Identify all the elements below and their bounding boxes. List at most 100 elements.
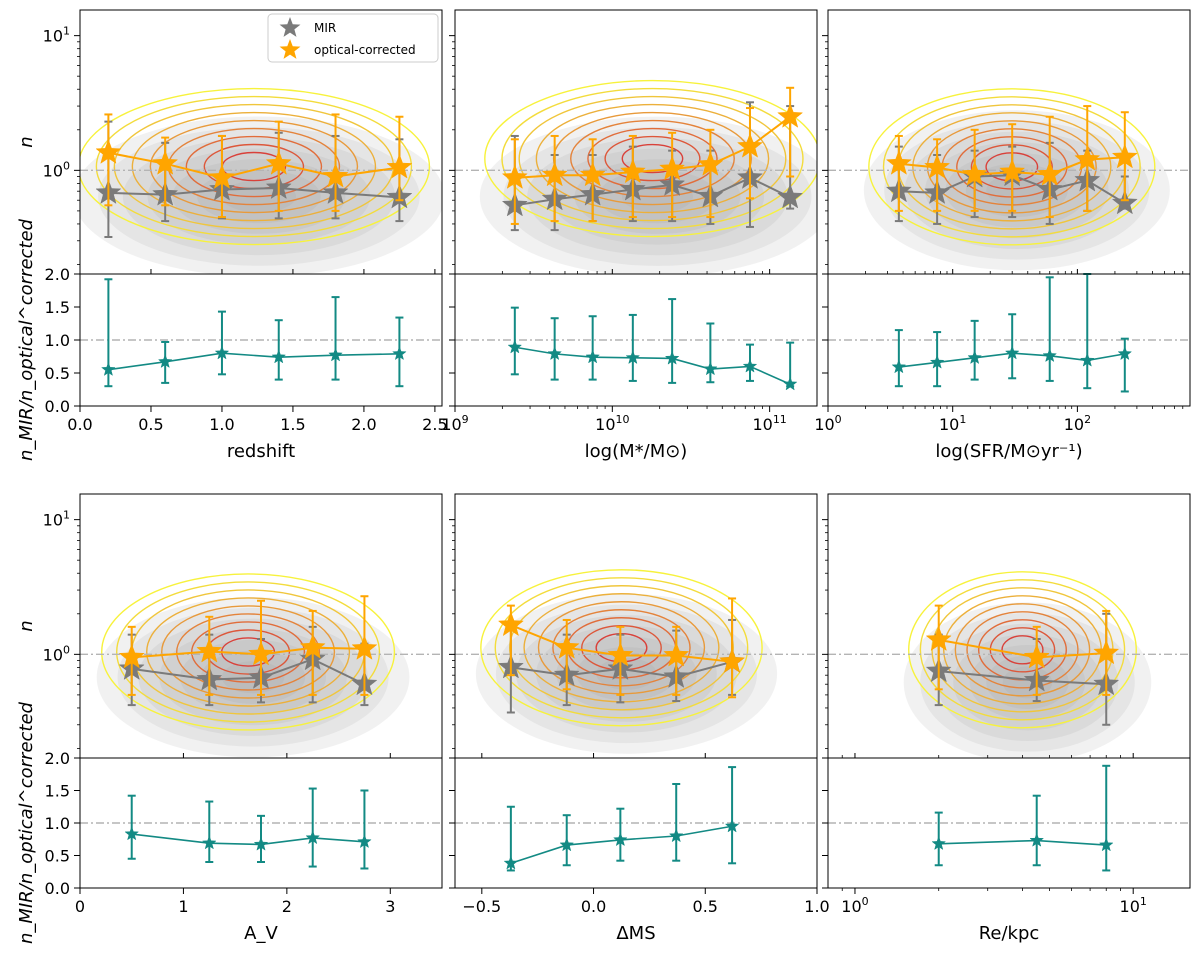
ratio-point	[503, 855, 519, 870]
optical-point	[1023, 643, 1050, 669]
y-tick-label: 100	[43, 159, 70, 180]
optical-point	[663, 641, 690, 667]
contour-level	[101, 573, 396, 731]
x-tick-label: 101	[1120, 895, 1147, 916]
x-axis-label: A_V	[244, 923, 278, 944]
ratio-point	[585, 349, 600, 364]
ratio-point	[101, 361, 116, 376]
x-tick-label: 0.0	[67, 415, 92, 434]
contour-level	[508, 585, 734, 711]
y-tick-label: 101	[43, 25, 70, 46]
ratio-point	[742, 358, 758, 373]
optical-point	[619, 158, 646, 184]
ratio-point	[967, 350, 982, 365]
contour-level	[868, 88, 1156, 246]
x-tick-label: 1.0	[209, 415, 234, 434]
ratio-point	[214, 345, 230, 360]
ratio-y-tick-label: 1.5	[45, 298, 70, 317]
x-tick-label: 1010	[595, 413, 629, 434]
x-tick-label: 1.0	[804, 897, 829, 916]
contour-level	[484, 79, 817, 238]
contour-level	[621, 143, 684, 174]
marks-layer	[80, 86, 1190, 872]
ratio-point	[157, 354, 173, 369]
contour-level	[149, 119, 359, 214]
ratio-y-tick-label: 1.0	[45, 331, 70, 350]
ratio-point	[357, 834, 372, 849]
ratio-point	[929, 354, 945, 369]
contour-level	[116, 581, 381, 723]
axes-layer	[74, 9, 1191, 894]
mir-line	[108, 186, 400, 199]
ratio-point	[124, 826, 140, 841]
x-axis-label: log(M*/M⊙)	[585, 441, 688, 462]
contour-level	[518, 95, 787, 222]
contour-level	[146, 597, 351, 707]
ratio-point	[559, 837, 575, 852]
optical-point	[265, 149, 292, 175]
ratio-point	[1098, 837, 1114, 852]
optical-point	[1093, 639, 1120, 665]
optical-point	[659, 155, 686, 181]
optical-point	[697, 151, 724, 176]
optical-point	[924, 153, 951, 179]
optical-point	[118, 643, 145, 669]
ratio-y-tick-label: 2.0	[45, 265, 70, 284]
density-contours	[903, 571, 1152, 758]
x-axis-label: log(SFR/M⊙yr⁻¹)	[935, 441, 1082, 462]
ratio-y-tick-label: 0.5	[45, 364, 70, 383]
contour-level	[185, 135, 323, 198]
contour-level	[161, 605, 336, 699]
ratio-point	[392, 346, 407, 361]
contour-level	[604, 135, 701, 182]
contour-level	[882, 96, 1141, 238]
optical-point	[719, 648, 746, 673]
contour-level	[912, 112, 1112, 222]
ratio-y-tick-label: 0.0	[45, 397, 70, 416]
contour-level	[176, 613, 321, 691]
contour-level	[80, 87, 431, 246]
ratio-y-tick-label: 0.0	[45, 879, 70, 898]
optical-point	[777, 103, 804, 128]
optical-point	[322, 162, 349, 188]
contour-level	[535, 103, 770, 214]
legend: MIR optical-corrected	[267, 13, 439, 63]
contour-level	[131, 111, 377, 222]
optical-point	[501, 164, 528, 189]
contour-level	[919, 579, 1126, 721]
optical-point	[386, 153, 413, 179]
x-axis-label: Re/kpc	[979, 923, 1040, 944]
ratio-point	[782, 376, 798, 391]
ratio-point	[931, 836, 947, 851]
ratio-point	[1042, 348, 1058, 363]
ratio-point	[625, 350, 641, 365]
legend-optical-label: optical-corrected	[314, 43, 416, 57]
ratio-point	[664, 350, 680, 365]
optical-point	[553, 633, 580, 659]
ratio-point	[668, 828, 684, 843]
ratio-line	[510, 825, 733, 865]
optical-point	[736, 132, 764, 158]
ratio-point	[1079, 352, 1095, 367]
y-tick-label: 101	[43, 509, 70, 530]
ratio-point	[613, 832, 628, 847]
ratio-y-tick-label: 1.0	[45, 814, 70, 833]
optical-point	[541, 161, 568, 187]
ratio-point	[253, 836, 269, 851]
x-tick-label: 109	[441, 413, 468, 434]
ratio-line	[514, 346, 791, 385]
optical-point	[1111, 143, 1138, 169]
x-tick-label: 3	[385, 897, 395, 916]
contour-level	[966, 611, 1079, 689]
x-tick-label: 0.0	[581, 897, 606, 916]
density-contours	[96, 573, 410, 758]
contour-level	[552, 609, 691, 687]
ratio-point	[703, 361, 718, 376]
x-tick-label: 0	[75, 897, 85, 916]
x-tick-label: 0.5	[138, 415, 163, 434]
ratio-point	[328, 347, 343, 362]
contour-level	[95, 95, 413, 238]
ratio-point	[1117, 346, 1133, 361]
contour-level	[480, 569, 763, 727]
